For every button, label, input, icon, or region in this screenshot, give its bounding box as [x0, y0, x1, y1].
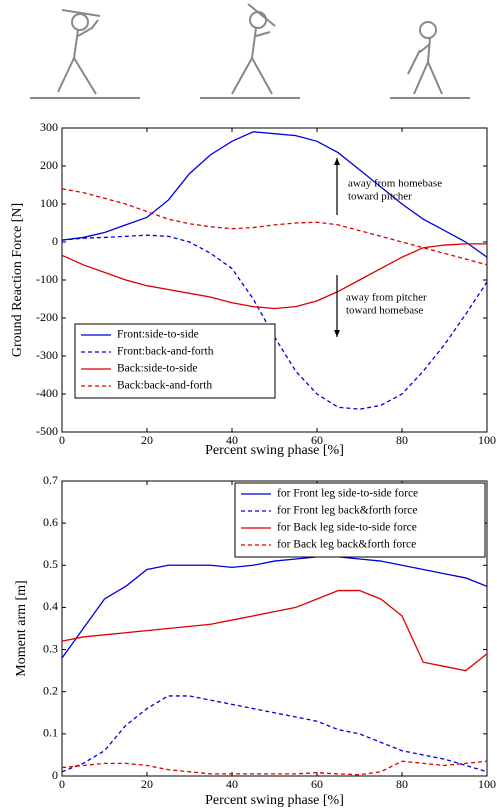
- x-axis-label: Percent swing phase [%]: [205, 443, 344, 458]
- legend-label: Front:side-to-side: [117, 329, 199, 341]
- legend-label: for Front leg back&forth force: [277, 505, 418, 517]
- y-tick-label: -100: [36, 272, 58, 286]
- swing-illustrations: [30, 3, 470, 99]
- x-tick-label: 0: [59, 433, 65, 447]
- y-tick-label: 0.4: [43, 599, 58, 613]
- legend-box: [74, 323, 276, 399]
- data-line: [61, 556, 488, 659]
- legend-label: for Front leg side-to-side force: [277, 488, 418, 500]
- y-tick-label: 0: [52, 234, 58, 248]
- legend-label: Back:side-to-side: [117, 363, 197, 375]
- x-tick-label: 80: [396, 777, 408, 791]
- arrow-head: [334, 330, 340, 337]
- data-line: [61, 589, 488, 672]
- data-line: [61, 131, 488, 258]
- y-tick-label: 0.5: [43, 557, 58, 571]
- x-tick-label: 40: [226, 777, 238, 791]
- x-tick-label: 0: [59, 777, 65, 791]
- chart: 0 20 40 60 80 100 -500 -400 -300 -200 -100 0 100 200 3…: [10, 120, 496, 458]
- y-tick-label: -200: [36, 310, 58, 324]
- annotation: away from homebase: [348, 178, 442, 190]
- x-tick-label: 100: [478, 777, 496, 791]
- y-tick-label: 0.1: [43, 726, 58, 740]
- legend-label: for Back leg side-to-side force: [277, 522, 417, 534]
- legend-label: Back:back-and-forth: [117, 380, 212, 392]
- y-axis-label: Ground Reaction Force [N]: [10, 203, 25, 357]
- arrow-head: [334, 158, 340, 165]
- y-tick-label: 0: [52, 768, 58, 782]
- x-tick-label: 40: [226, 433, 238, 447]
- y-tick-label: -500: [36, 424, 58, 438]
- y-tick-label: 0.6: [43, 515, 58, 529]
- charts: 0 20 40 60 80 100-500-400-300-200-10001002003…: [10, 120, 496, 808]
- annotation: toward pitcher: [348, 191, 412, 203]
- data-line: [61, 243, 487, 310]
- y-axis-label: Moment arm [m]: [14, 580, 29, 676]
- y-tick-label: 300: [40, 120, 58, 134]
- x-tick-label: 80: [396, 433, 408, 447]
- y-tick-label: 0.7: [43, 473, 58, 487]
- x-tick-label: 100: [478, 433, 496, 447]
- annotation: toward homebase: [346, 305, 423, 317]
- data-line: [61, 695, 488, 773]
- legend-label: Front:back-and-forth: [117, 346, 214, 358]
- y-tick-label: 100: [40, 196, 58, 210]
- x-tick-label: 60: [311, 777, 323, 791]
- y-tick-label: 200: [40, 158, 58, 172]
- legend-label: for Back leg back&forth force: [277, 539, 416, 551]
- x-tick-label: 20: [141, 777, 153, 791]
- data-line: [61, 760, 488, 776]
- y-tick-label: -300: [36, 348, 58, 362]
- y-tick-label: -400: [36, 386, 58, 400]
- y-tick-label: 0.2: [43, 683, 58, 697]
- x-tick-label: 20: [141, 433, 153, 447]
- x-axis-label: Percent swing phase [%]: [205, 793, 344, 808]
- legend-box: [234, 482, 486, 558]
- chart: 0 20 40 60 80 100 0 0.1 0.2 0.3 0.4 0.5 0.6 0.7 Percen…: [14, 473, 496, 808]
- plot-frame: [61, 480, 488, 777]
- data-line: [61, 188, 488, 266]
- y-tick-label: 0.3: [43, 641, 58, 655]
- x-tick-label: 60: [311, 433, 323, 447]
- annotation: away from pitcher: [346, 292, 427, 304]
